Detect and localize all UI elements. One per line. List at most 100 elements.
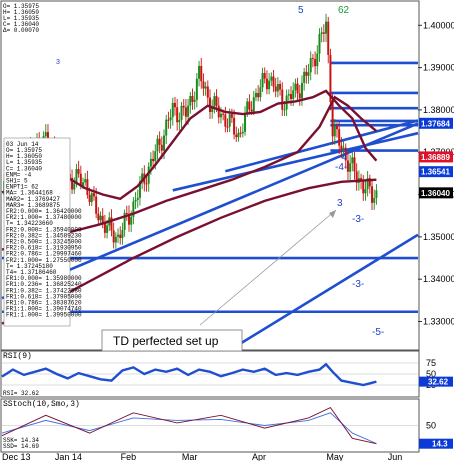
candle-body xyxy=(132,201,135,217)
y-tick-label: 1.33000 xyxy=(423,316,454,326)
candle-body xyxy=(79,173,82,186)
candle-body xyxy=(349,163,352,172)
candle-body xyxy=(215,96,218,106)
data-window-line: FR1:1.000= 1.39074740 xyxy=(6,306,82,313)
candle-body xyxy=(296,83,299,94)
candle-body xyxy=(239,132,242,134)
y-tick-label: 1.39000 xyxy=(423,63,454,73)
header-line: C= 1.36040 xyxy=(3,21,39,28)
candle-body xyxy=(371,186,374,203)
candle-body xyxy=(134,199,137,202)
candle-body xyxy=(290,94,293,99)
time-axis: Dec 13 Jan 14 Feb Mar Apr May Jun xyxy=(2,452,402,461)
data-window-line: FR2:0.382= 1.34589230 xyxy=(6,232,82,239)
price-tag xyxy=(419,166,453,178)
data-window-line: FR1:0.000= 1.35980000 xyxy=(6,275,82,282)
td-count-5: 5 xyxy=(298,5,304,16)
candle-body xyxy=(165,119,168,136)
rsi-readout: RSI= 32.62 xyxy=(3,390,39,397)
candle-body xyxy=(125,212,128,214)
candle-body xyxy=(252,97,255,112)
rsi-tick-label: 50 xyxy=(426,369,436,379)
candle-body xyxy=(171,102,174,118)
candle-body xyxy=(160,144,163,151)
price-tag xyxy=(419,117,453,129)
data-window-line: T= 1.37245180 xyxy=(6,263,53,270)
stoch-k-line xyxy=(1,407,377,445)
candle-body xyxy=(333,126,336,137)
candle-body xyxy=(362,181,365,194)
data-window-line: MAR3= 1.3689875 xyxy=(6,202,60,209)
candle-body xyxy=(250,109,253,112)
candle-body xyxy=(355,171,358,183)
candle-body xyxy=(77,169,80,174)
candle-body xyxy=(303,71,306,83)
candle-body xyxy=(305,71,308,76)
candle-body xyxy=(99,215,102,221)
x-tick-label: Feb xyxy=(121,452,137,461)
candle-body xyxy=(95,196,98,214)
candle-body xyxy=(112,230,115,243)
candle-body xyxy=(123,212,126,230)
stoch-series: 50 14.3 xyxy=(1,407,453,449)
price-tag-label: 1.36541 xyxy=(421,168,450,177)
candle-body xyxy=(292,90,295,99)
price-tags: 1.37684 1.36889 1.36541 1.36040 xyxy=(419,117,453,199)
candle-body xyxy=(97,213,100,221)
price-tag-label: 1.36040 xyxy=(421,189,450,198)
candle-body xyxy=(261,73,264,88)
candle-body xyxy=(117,234,120,237)
x-tick-label: Jan 14 xyxy=(55,452,82,461)
candle-body xyxy=(119,234,122,238)
td-count-3: 3 xyxy=(56,59,60,66)
candle-body xyxy=(198,65,201,79)
candle-body xyxy=(213,96,216,107)
candle-body xyxy=(254,92,257,98)
x-tick-label: May xyxy=(326,452,344,461)
ohlc-header: O= 1.35975 H= 1.36050 L= 1.35935 C= 1.36… xyxy=(2,2,52,34)
candle-body xyxy=(351,157,354,164)
candle-body xyxy=(257,92,260,98)
candle-body xyxy=(149,158,152,167)
candle-body xyxy=(265,78,268,90)
candle-body xyxy=(272,76,275,87)
candle-body xyxy=(156,138,159,152)
candle-body xyxy=(217,105,220,118)
candle-body xyxy=(189,96,192,106)
candle-body xyxy=(101,215,104,224)
candle-body xyxy=(130,216,133,225)
candle-body xyxy=(307,72,310,76)
x-tick-label: Jun xyxy=(388,452,403,461)
y-tick-label: 1.40000 xyxy=(423,20,454,30)
header-line: Δ= 0.00070 xyxy=(3,27,39,34)
candle-body xyxy=(366,178,369,190)
candle-body xyxy=(346,160,349,172)
annotation-box xyxy=(101,329,243,352)
y-tick-label: 1.38000 xyxy=(423,105,454,115)
data-window-line: ENPT1= 62 xyxy=(6,184,39,191)
candle-body xyxy=(375,190,378,198)
stoch-tick-label: 50 xyxy=(426,421,436,431)
annotation-arrow xyxy=(199,209,337,326)
candle-body xyxy=(180,105,183,120)
candle-body xyxy=(373,197,376,203)
candle-body xyxy=(276,84,279,92)
candle-body xyxy=(222,113,225,115)
data-window-line: FR2:1.000= 1.27550000 xyxy=(6,257,82,264)
data-window-line: FR2:0.000= 1.36420000 xyxy=(6,208,82,215)
data-window-line: MAR2= 1.3769427 xyxy=(6,196,60,203)
candle-body xyxy=(211,106,214,112)
candle-body xyxy=(327,21,330,55)
price-tag-label: 1.37684 xyxy=(421,119,450,128)
data-window-line: C= 1.36040 xyxy=(6,165,42,172)
candle-body xyxy=(106,225,109,233)
candle-body xyxy=(147,166,150,184)
candle-body xyxy=(206,86,209,98)
candle-body xyxy=(224,114,227,127)
data-window-line: T= 1.34223660 xyxy=(6,220,53,227)
candle-body xyxy=(209,97,211,112)
candle-body xyxy=(71,177,74,190)
stoch-tag xyxy=(419,438,453,449)
